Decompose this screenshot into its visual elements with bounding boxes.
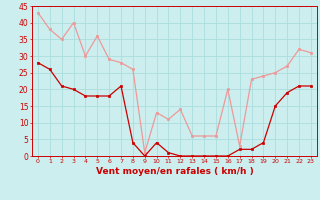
X-axis label: Vent moyen/en rafales ( km/h ): Vent moyen/en rafales ( km/h ) [96, 167, 253, 176]
